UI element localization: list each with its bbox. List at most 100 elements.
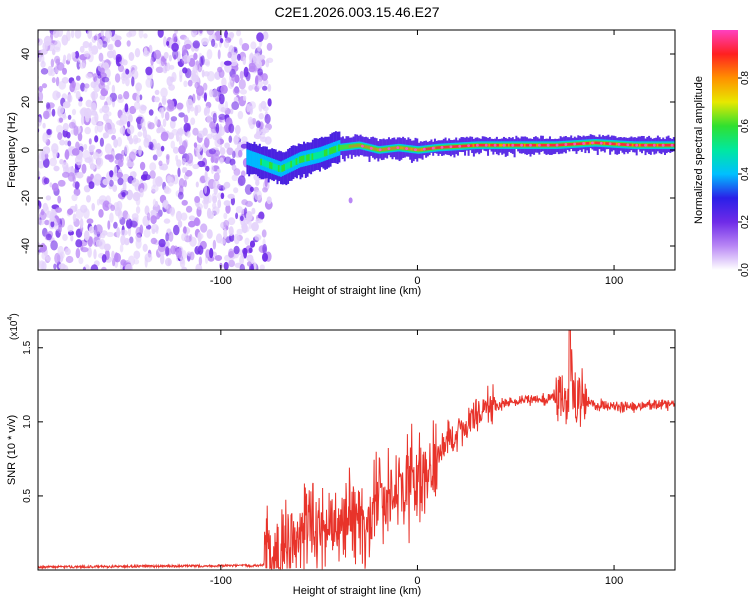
heatmap-cell [212,112,217,124]
heatmap-cell [153,96,160,103]
heatmap-cell [204,170,208,182]
heatmap-cell [75,141,80,150]
heatmap-cell [261,159,264,167]
heatmap-cell [553,143,556,147]
heatmap-cell [360,144,364,148]
heatmap-cell [262,85,268,91]
heatmap-cell [131,76,135,87]
heatmap-cell [219,38,224,44]
heatmap-cell [235,124,241,135]
heatmap-cell [197,245,204,255]
heatmap-cell [120,114,128,125]
heatmap-cell [92,151,100,160]
heatmap-cell [211,38,216,48]
heatmap-cell [80,114,85,125]
heatmap-cell [93,249,97,260]
heatmap-cell [178,178,185,189]
heatmap-cell [179,258,186,268]
heatmap-cell [182,67,188,74]
heatmap-cell [568,143,571,146]
heatmap-cell [88,181,95,190]
heatmap-cell [160,253,165,265]
heatmap-cell [129,220,138,228]
heatmap-cell [231,101,240,110]
heatmap-cell [213,172,220,182]
heatmap-cell [239,37,243,46]
heatmap-cell [206,229,213,239]
heatmap-cell [543,143,546,147]
heatmap-cell [139,94,143,101]
heatmap-cell [181,44,187,56]
heatmap-cell [180,212,188,221]
heatmap-cell [266,196,272,205]
heatmap-cell [31,242,37,253]
heatmap-cell [166,76,173,87]
heatmap-cell [516,143,519,147]
heatmap-cell [373,147,376,151]
heatmap-cell [527,143,530,147]
snr-frame [37,329,676,571]
heatmap-cell [229,32,235,38]
heatmap-cell [217,199,222,209]
heatmap-cell [75,90,81,100]
heatmap-cell [219,238,226,245]
heatmap-cell [240,143,248,149]
heatmap-cell [258,153,261,170]
heatmap-cell [198,256,203,266]
heatmap-cell [120,259,127,266]
heatmap-cell [447,145,450,149]
heatmap-cell [42,202,48,212]
heatmap-cell [58,117,64,123]
heatmap-cell [166,41,170,46]
heatmap-cell [149,162,157,172]
heatmap-cell [300,155,303,163]
heatmap-cell [440,145,444,149]
heatmap-cell [206,49,213,60]
heatmap-cell [31,86,35,95]
heatmap-cell [165,232,170,242]
heatmap-cell [104,143,113,155]
heatmap-cell [346,144,349,150]
heatmap-cell [246,254,254,262]
heatmap-cell [97,38,103,50]
heatmap-cell [235,212,239,220]
heatmap-cell [580,142,583,145]
heatmap-cell [587,141,590,145]
heatmap-cell [157,178,163,184]
heatmap-cell [55,76,60,87]
heatmap-cell [62,122,69,132]
heatmap-cell [350,144,353,148]
heatmap-cell [84,83,90,89]
heatmap-cell [116,171,124,179]
heatmap-cell [150,57,154,66]
heatmap-cell [38,116,42,127]
heatmap-cell [261,73,268,81]
y-tick-label: 1.0 [22,414,33,428]
heatmap-cell [42,42,48,51]
heatmap-cell [458,144,462,148]
heatmap-cell [179,126,183,137]
heatmap-cell [99,232,106,239]
heatmap-cell [254,189,262,201]
heatmap-cell [38,216,40,225]
heatmap-cell [156,142,161,151]
heatmap-cell [472,144,475,147]
heatmap-cell [220,107,226,113]
heatmap-cell [218,93,225,105]
heatmap-cell [45,102,51,109]
heatmap-cell [224,156,232,164]
heatmap-cell [98,209,104,218]
heatmap-cell [197,231,202,243]
heatmap-cell [391,147,394,150]
heatmap-cell [182,250,187,260]
heatmap-cell [633,143,636,147]
heatmap-cell [163,51,169,59]
heatmap-cell [249,186,254,192]
heatmap-cell [32,214,36,225]
heatmap-cell [139,161,146,171]
heatmap-cell [168,231,174,242]
heatmap-cell [62,58,66,65]
snr-panel: -100 0 100 0.5 1.0 1.5 Height of straight li… [6,313,676,597]
heatmap-cell [103,243,111,251]
heatmap-cell [192,40,200,49]
